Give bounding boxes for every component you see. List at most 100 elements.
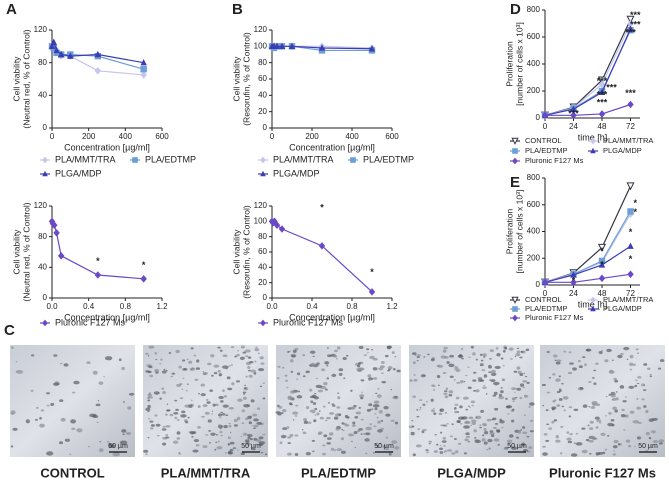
marker xyxy=(570,111,577,120)
cell-texture xyxy=(223,424,228,429)
cell-texture xyxy=(215,441,218,444)
image-label: PLA/MMT/TRA xyxy=(161,465,251,480)
cell-texture xyxy=(373,400,380,404)
cell-texture xyxy=(520,429,523,431)
cell-texture xyxy=(555,435,559,439)
cell-texture xyxy=(610,418,615,422)
cell-texture xyxy=(228,424,232,428)
cell-texture xyxy=(312,402,317,406)
cell-texture xyxy=(253,418,259,422)
cell-texture xyxy=(178,452,181,454)
cell-texture xyxy=(354,446,356,449)
cell-texture xyxy=(169,413,174,417)
cell-texture xyxy=(332,404,336,407)
cell-texture xyxy=(471,404,474,407)
cell-texture xyxy=(229,431,232,434)
cell-texture xyxy=(317,432,322,435)
cell-texture xyxy=(205,434,209,436)
legend-marker xyxy=(260,319,266,327)
cell-texture xyxy=(545,439,550,442)
cell-texture xyxy=(595,452,601,456)
marker xyxy=(570,105,577,112)
cell-texture xyxy=(447,449,453,452)
cell-texture xyxy=(494,423,499,425)
cell-texture xyxy=(373,425,377,428)
marker xyxy=(48,42,56,50)
cell-texture xyxy=(260,452,264,454)
cell-texture xyxy=(609,369,613,373)
cell-texture xyxy=(419,409,421,411)
cell-texture xyxy=(558,398,563,401)
cell-texture xyxy=(260,362,265,365)
cell-texture xyxy=(561,405,565,408)
marker xyxy=(627,270,634,279)
cell-texture xyxy=(163,368,166,371)
legend-marker xyxy=(590,305,596,312)
cell-texture xyxy=(592,376,595,379)
cell-texture xyxy=(449,375,454,379)
cell-texture xyxy=(35,418,38,421)
annotation: * xyxy=(629,254,633,264)
cell-texture xyxy=(396,369,401,373)
cell-texture xyxy=(335,427,340,431)
cell-texture xyxy=(181,388,184,390)
cell-texture xyxy=(319,416,325,420)
cell-texture xyxy=(626,358,629,361)
cell-texture xyxy=(89,413,96,418)
cell-texture xyxy=(326,437,332,440)
cell-texture xyxy=(381,372,384,374)
cell-texture xyxy=(529,430,534,433)
cell-texture xyxy=(573,442,576,445)
cell-texture xyxy=(488,447,491,449)
cell-texture xyxy=(596,419,602,423)
cell-texture xyxy=(612,392,617,395)
cell-texture xyxy=(525,348,530,352)
cell-texture xyxy=(413,374,416,376)
cell-texture xyxy=(337,392,340,394)
cell-texture xyxy=(377,420,381,424)
marker xyxy=(598,88,606,96)
cell-texture xyxy=(201,415,205,418)
cell-texture xyxy=(376,394,382,398)
y-tick-label: 0 xyxy=(536,280,541,289)
cell-texture xyxy=(420,374,426,378)
cell-texture xyxy=(215,433,218,436)
cell-texture xyxy=(559,452,563,455)
annotation: * xyxy=(600,259,604,269)
cell-texture xyxy=(645,449,648,452)
cell-texture xyxy=(607,422,614,427)
cell-texture xyxy=(595,362,599,365)
cell-texture xyxy=(194,378,199,381)
cell-texture xyxy=(193,354,197,357)
x-tick-label: 24 xyxy=(569,289,578,298)
x-axis-label: Concentration [µg/ml] xyxy=(64,312,150,322)
cell-texture xyxy=(197,425,201,429)
y-tick-label: 200 xyxy=(527,253,541,262)
cell-texture xyxy=(479,353,483,356)
cell-texture xyxy=(292,349,297,353)
cell-texture xyxy=(509,358,513,360)
cell-texture xyxy=(372,367,378,371)
cell-texture xyxy=(321,368,326,372)
cell-texture xyxy=(471,421,477,425)
cell-texture xyxy=(383,406,389,410)
cell-texture xyxy=(209,442,212,444)
cell-texture xyxy=(648,436,652,440)
cell-texture xyxy=(192,449,199,453)
cell-texture xyxy=(629,410,635,414)
cell-texture xyxy=(454,438,457,440)
cell-texture xyxy=(295,404,299,407)
cell-texture xyxy=(425,449,429,452)
cell-texture xyxy=(310,401,314,404)
cell-texture xyxy=(367,352,369,354)
cell-texture xyxy=(474,437,477,439)
cell-texture xyxy=(358,362,362,365)
cell-texture xyxy=(219,417,222,419)
legend-marker xyxy=(350,157,356,163)
cell-texture xyxy=(187,416,190,419)
panel-letter: B xyxy=(232,1,243,18)
annotation: *** xyxy=(597,89,608,99)
cell-texture xyxy=(472,352,476,356)
cell-texture xyxy=(493,438,500,442)
cell-texture xyxy=(410,431,415,436)
